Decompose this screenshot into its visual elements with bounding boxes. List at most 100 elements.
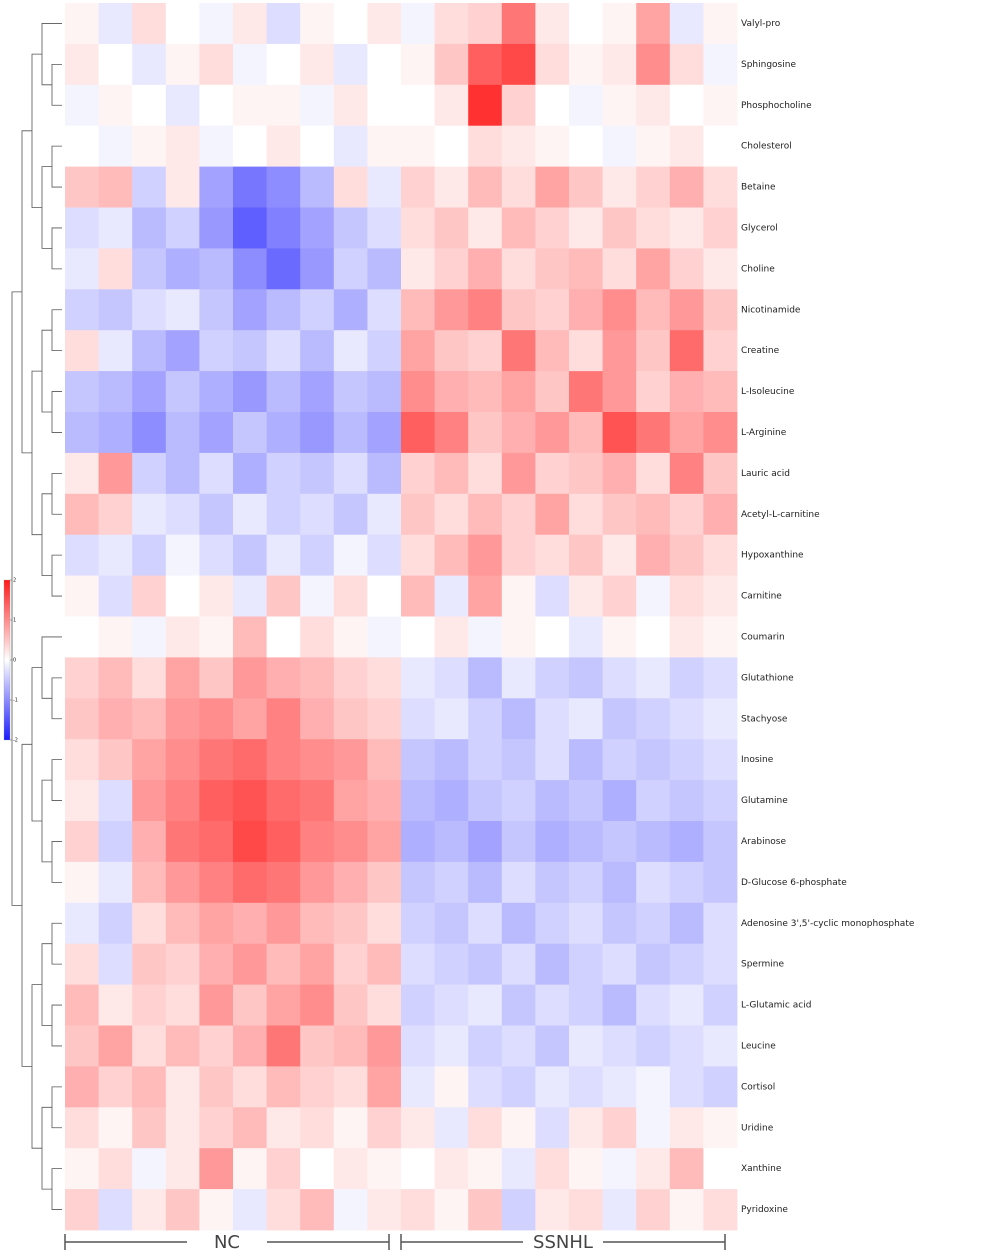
heatmap-cell	[669, 289, 704, 331]
heatmap-cell	[266, 371, 301, 413]
heatmap-cell	[266, 657, 301, 699]
heatmap-cell	[569, 861, 603, 904]
heatmap-cell	[233, 330, 267, 372]
heatmap-cell	[602, 902, 637, 945]
heatmap-cell	[569, 1107, 603, 1149]
heatmap-cell	[669, 1025, 704, 1067]
heatmap-cell	[501, 902, 536, 945]
row-label: Xanthine	[741, 1164, 782, 1174]
heatmap-cell	[669, 330, 704, 372]
heatmap-cell	[65, 534, 99, 576]
dendrogram	[51, 391, 62, 433]
heatmap-cell	[233, 452, 267, 495]
heatmap-cell	[401, 616, 435, 658]
heatmap-cell	[165, 207, 200, 249]
heatmap-cell	[132, 1025, 167, 1067]
heatmap-cell	[300, 3, 335, 45]
heatmap-cell	[132, 616, 167, 658]
heatmap-cell	[333, 3, 368, 45]
heatmap-cell	[434, 289, 469, 331]
heatmap-cell	[636, 84, 671, 127]
row-label: L-Isoleucine	[741, 387, 795, 397]
heatmap-cell	[636, 1025, 671, 1067]
row-label: Hypoxanthine	[741, 551, 804, 561]
heatmap-cell	[333, 1189, 368, 1231]
heatmap-cell	[165, 698, 200, 740]
heatmap-cell	[501, 534, 536, 576]
heatmap-cell	[333, 821, 368, 863]
heatmap-cell	[65, 821, 99, 863]
heatmap-cell	[65, 1025, 99, 1067]
heatmap-cell	[569, 289, 603, 331]
heatmap-cell	[703, 3, 738, 45]
row-label: Nicotinamide	[741, 305, 801, 315]
row-label: Phosphocholine	[741, 101, 812, 111]
heatmap-cell	[669, 698, 704, 740]
heatmap-cell	[535, 534, 570, 576]
heatmap-cell	[98, 248, 133, 290]
heatmap-cell	[266, 493, 301, 536]
heatmap-cell	[300, 1025, 335, 1067]
heatmap-cell	[333, 125, 368, 167]
heatmap-cell	[333, 289, 368, 331]
heatmap-cell	[266, 780, 301, 822]
heatmap-cell	[266, 330, 301, 372]
heatmap-cell	[132, 452, 167, 495]
heatmap-cell	[266, 1107, 301, 1149]
heatmap-cell	[233, 657, 267, 699]
heatmap-cell	[333, 861, 368, 904]
heatmap-cell	[703, 657, 738, 699]
heatmap-cell	[401, 493, 435, 536]
heatmap-cell	[535, 902, 570, 945]
heatmap-cell	[98, 575, 133, 617]
heatmap-cell	[266, 821, 301, 863]
heatmap-cell	[98, 43, 133, 86]
heatmap-cell	[535, 861, 570, 904]
heatmap-cell	[468, 330, 503, 372]
heatmap-cell	[434, 371, 469, 413]
heatmap-cell	[233, 493, 267, 536]
heatmap-cell	[367, 166, 402, 208]
dendrogram	[41, 779, 52, 863]
heatmap-cell	[233, 248, 267, 290]
heatmap-cell	[98, 780, 133, 822]
heatmap-cell	[602, 984, 637, 1026]
heatmap-cell	[501, 330, 536, 372]
heatmap-cell	[703, 821, 738, 863]
heatmap-cell	[669, 575, 704, 617]
dendrogram	[51, 145, 62, 188]
heatmap-cell	[569, 207, 603, 249]
heatmap-cell	[266, 902, 301, 945]
heatmap-cell	[233, 1107, 267, 1149]
heatmap-cell	[401, 330, 435, 372]
heatmap-cell	[233, 43, 267, 86]
heatmap-cell	[401, 84, 435, 127]
colorbar-tick-label: 0	[13, 658, 16, 664]
heatmap-cell	[199, 330, 234, 372]
row-label: Leucine	[741, 1041, 776, 1051]
heatmap-cell	[636, 412, 671, 454]
heatmap-cell	[434, 739, 469, 781]
heatmap-cell	[165, 125, 200, 167]
heatmap-cell	[401, 698, 435, 740]
heatmap-cell	[98, 861, 133, 904]
heatmap-cell	[199, 43, 234, 86]
heatmap-cell	[703, 84, 738, 127]
heatmap-cell	[602, 657, 637, 699]
heatmap-cell	[569, 1066, 603, 1108]
heatmap-cell	[535, 1066, 570, 1108]
heatmap-cell	[266, 125, 301, 167]
heatmap-cell	[300, 1148, 335, 1190]
heatmap-cell	[703, 575, 738, 617]
heatmap-cell	[165, 943, 200, 985]
heatmap-cell	[98, 84, 133, 127]
heatmap-cell	[199, 412, 234, 454]
heatmap-cell	[703, 330, 738, 372]
heatmap-cell	[501, 984, 536, 1026]
dendrogram	[51, 1004, 62, 1047]
heatmap-cell	[401, 780, 435, 822]
row-label: Acetyl-L-carnitine	[741, 510, 820, 520]
heatmap-cell	[300, 493, 335, 536]
heatmap-cell	[333, 780, 368, 822]
heatmap-cell	[233, 616, 267, 658]
